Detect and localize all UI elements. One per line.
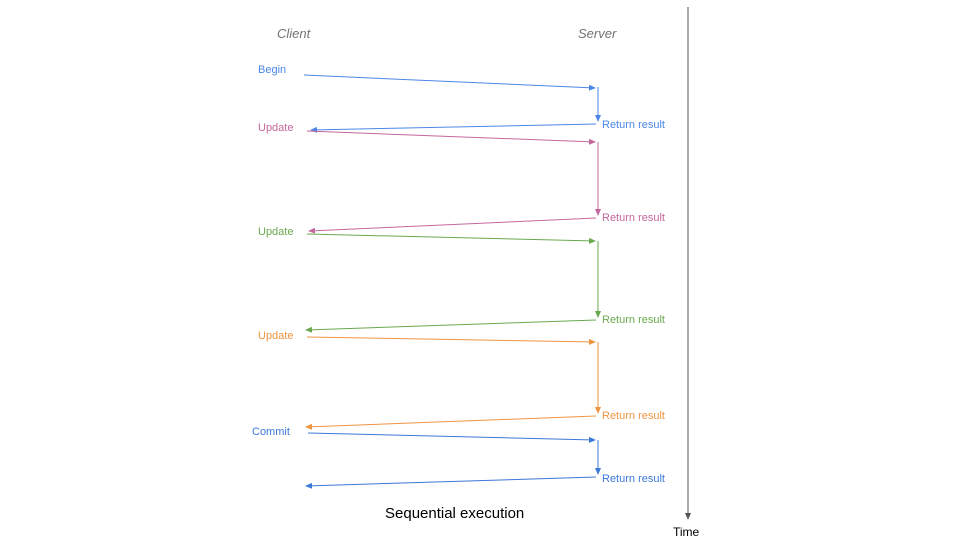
op-label-update-1: Update bbox=[258, 122, 294, 134]
return-result-label-2: Return result bbox=[602, 212, 665, 224]
client-lane-header: Client bbox=[277, 26, 311, 41]
return-arrow-update-3 bbox=[305, 415, 597, 430]
op-label-update-3: Update bbox=[258, 330, 294, 342]
request-arrow-begin-0 bbox=[303, 74, 596, 91]
return-result-label-5: Return result bbox=[602, 473, 665, 485]
op-label-commit: Commit bbox=[252, 426, 290, 438]
request-arrow-update-3 bbox=[306, 336, 596, 345]
return-result-label-3: Return result bbox=[602, 314, 665, 326]
return-result-label-1: Return result bbox=[602, 119, 665, 131]
return-result-label-4: Return result bbox=[602, 410, 665, 422]
return-arrow-update-2 bbox=[305, 319, 597, 333]
request-arrow-update-2 bbox=[306, 233, 596, 244]
request-arrow-update-1 bbox=[306, 130, 596, 145]
op-label-begin: Begin bbox=[258, 64, 287, 76]
return-arrow-commit-4 bbox=[305, 476, 597, 489]
diagram-caption: Sequential execution bbox=[385, 505, 525, 522]
server-lane-header: Server bbox=[578, 26, 617, 41]
return-arrow-update-1 bbox=[308, 217, 597, 234]
time-axis-label: Time bbox=[673, 525, 700, 539]
request-arrow-commit-4 bbox=[307, 432, 596, 443]
return-arrow-begin-0 bbox=[310, 123, 597, 133]
op-label-update-2: Update bbox=[258, 226, 294, 238]
